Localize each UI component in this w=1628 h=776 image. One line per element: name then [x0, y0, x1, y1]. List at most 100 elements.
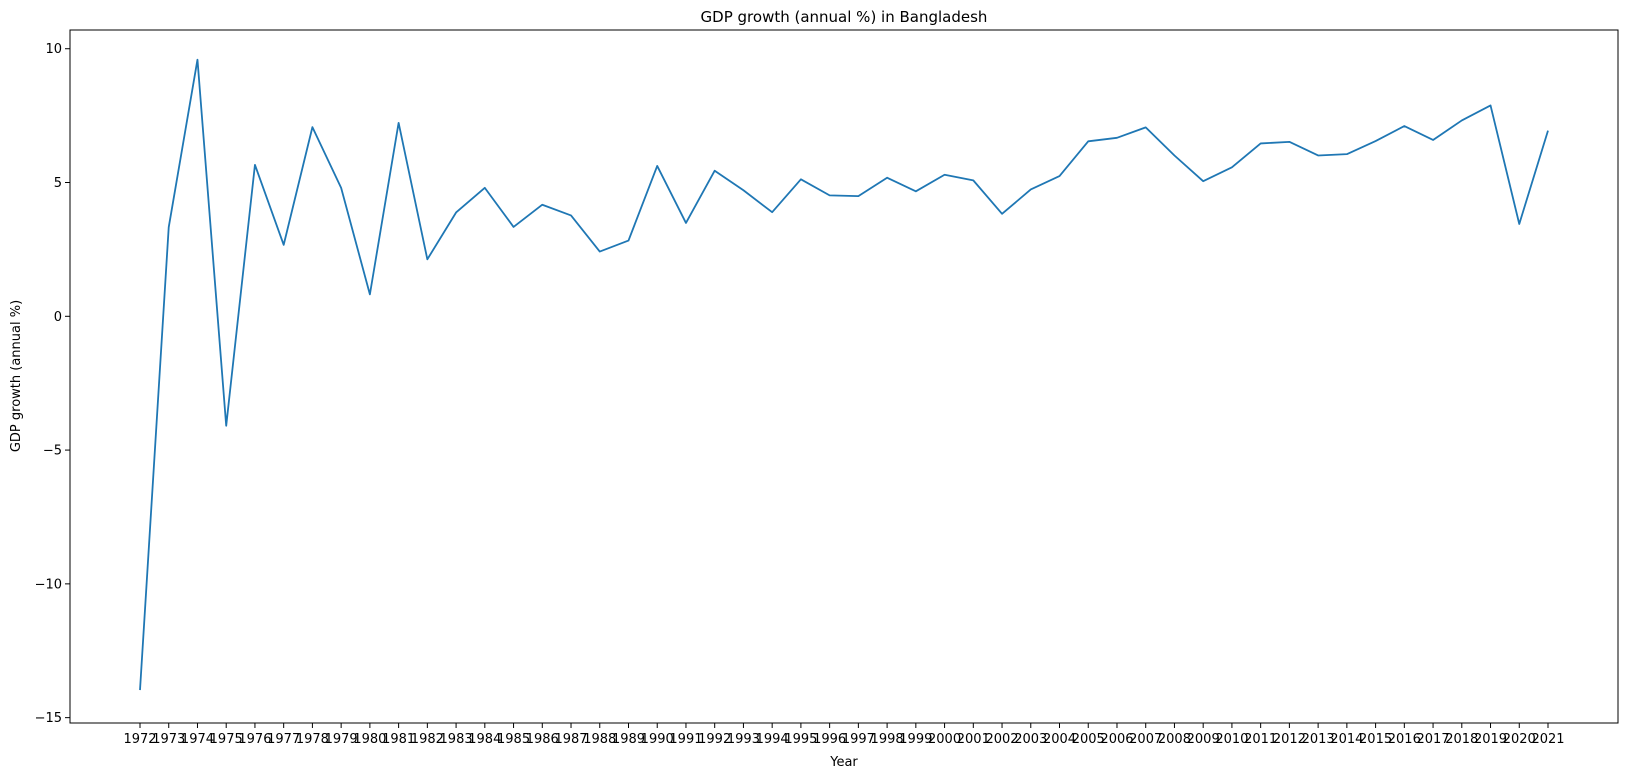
- x-tick-label: 1986: [526, 732, 559, 747]
- x-tick-label: 2001: [957, 732, 990, 747]
- data-point: [856, 194, 860, 198]
- x-tick-label: 1972: [123, 732, 156, 747]
- data-point: [368, 292, 372, 296]
- data-point: [282, 243, 286, 247]
- data-point: [1201, 179, 1205, 183]
- data-point: [1374, 139, 1378, 143]
- y-tick-label: −10: [35, 577, 62, 592]
- data-point: [454, 210, 458, 214]
- x-tick-label: 2005: [1072, 732, 1105, 747]
- data-point: [195, 58, 199, 62]
- data-point: [885, 176, 889, 180]
- data-point: [253, 163, 257, 167]
- x-tick-label: 1998: [871, 732, 904, 747]
- data-point: [1259, 141, 1263, 145]
- x-tick-label: 2013: [1302, 732, 1335, 747]
- y-tick-label: −15: [35, 711, 62, 726]
- data-point: [770, 210, 774, 214]
- data-point: [1287, 140, 1291, 144]
- data-point: [1000, 212, 1004, 216]
- x-tick-label: 2000: [928, 732, 961, 747]
- data-point: [971, 178, 975, 182]
- data-point: [914, 189, 918, 193]
- data-point: [224, 424, 228, 428]
- series-layer: [138, 58, 1550, 692]
- x-tick-label: 1976: [238, 732, 271, 747]
- data-point: [713, 169, 717, 173]
- data-point: [483, 186, 487, 190]
- data-point: [684, 221, 688, 225]
- x-tick-label: 2014: [1330, 732, 1363, 747]
- x-tick-label: 2003: [1014, 732, 1047, 747]
- y-tick-label: 10: [45, 42, 62, 57]
- x-tick-label: 1997: [842, 732, 875, 747]
- data-point: [512, 225, 516, 229]
- y-axis-ticks: −15 −10 −5 0 5 10: [35, 42, 70, 726]
- x-tick-label: 1993: [727, 732, 760, 747]
- data-point: [1058, 174, 1062, 178]
- data-point: [569, 213, 573, 217]
- x-axis-label: Year: [829, 755, 858, 770]
- x-tick-label: 1992: [698, 732, 731, 747]
- data-point: [397, 121, 401, 125]
- data-point: [1402, 124, 1406, 128]
- data-point: [1460, 118, 1464, 122]
- data-point: [1029, 187, 1033, 191]
- data-point: [741, 188, 745, 192]
- x-tick-label: 2016: [1388, 732, 1421, 747]
- x-tick-label: 2011: [1244, 732, 1277, 747]
- x-tick-label: 1980: [353, 732, 386, 747]
- y-axis-label: GDP growth (annual %): [9, 300, 24, 452]
- data-point: [310, 125, 314, 129]
- x-tick-label: 1988: [583, 732, 616, 747]
- x-tick-label: 1995: [784, 732, 817, 747]
- x-tick-label: 1989: [612, 732, 645, 747]
- x-axis-ticks: 1972197319741975197619771978197919801981…: [123, 723, 1565, 747]
- x-tick-label: 1999: [899, 732, 932, 747]
- data-point: [138, 688, 142, 692]
- x-tick-label: 2017: [1417, 732, 1450, 747]
- x-tick-label: 2010: [1215, 732, 1248, 747]
- data-point: [1517, 222, 1521, 226]
- x-tick-label: 2007: [1129, 732, 1162, 747]
- data-point: [828, 193, 832, 197]
- x-tick-label: 1984: [468, 732, 501, 747]
- x-tick-label: 1987: [554, 732, 587, 747]
- gdp-growth-series-line: [139, 58, 1549, 691]
- data-point: [339, 186, 343, 190]
- data-point: [598, 250, 602, 254]
- x-tick-label: 2020: [1503, 732, 1536, 747]
- x-tick-label: 1975: [210, 732, 243, 747]
- chart-title: GDP growth (annual %) in Bangladesh: [701, 8, 988, 26]
- x-tick-label: 1974: [181, 732, 214, 747]
- data-point: [1115, 136, 1119, 140]
- x-tick-label: 2009: [1187, 732, 1220, 747]
- data-point: [943, 173, 947, 177]
- data-point: [1144, 125, 1148, 129]
- x-tick-label: 2019: [1474, 732, 1507, 747]
- x-tick-label: 1991: [669, 732, 702, 747]
- data-point: [1230, 165, 1234, 169]
- plot-area: [69, 29, 1619, 724]
- x-tick-label: 1977: [267, 732, 300, 747]
- x-tick-label: 1990: [641, 732, 674, 747]
- x-tick-label: 2008: [1158, 732, 1191, 747]
- data-point: [167, 225, 171, 229]
- data-point: [626, 239, 630, 243]
- data-point: [799, 177, 803, 181]
- y-tick-label: 0: [54, 310, 62, 325]
- x-tick-label: 2021: [1531, 732, 1564, 747]
- y-tick-label: −5: [43, 444, 62, 459]
- data-point: [1546, 129, 1550, 133]
- x-tick-label: 1978: [296, 732, 329, 747]
- data-point: [1316, 153, 1320, 157]
- x-tick-label: 1982: [411, 732, 444, 747]
- x-tick-label: 1996: [813, 732, 846, 747]
- x-tick-label: 2018: [1445, 732, 1478, 747]
- data-point: [1489, 103, 1493, 107]
- x-tick-label: 1979: [325, 732, 358, 747]
- x-tick-label: 2006: [1100, 732, 1133, 747]
- x-tick-label: 1985: [497, 732, 530, 747]
- data-point: [655, 164, 659, 168]
